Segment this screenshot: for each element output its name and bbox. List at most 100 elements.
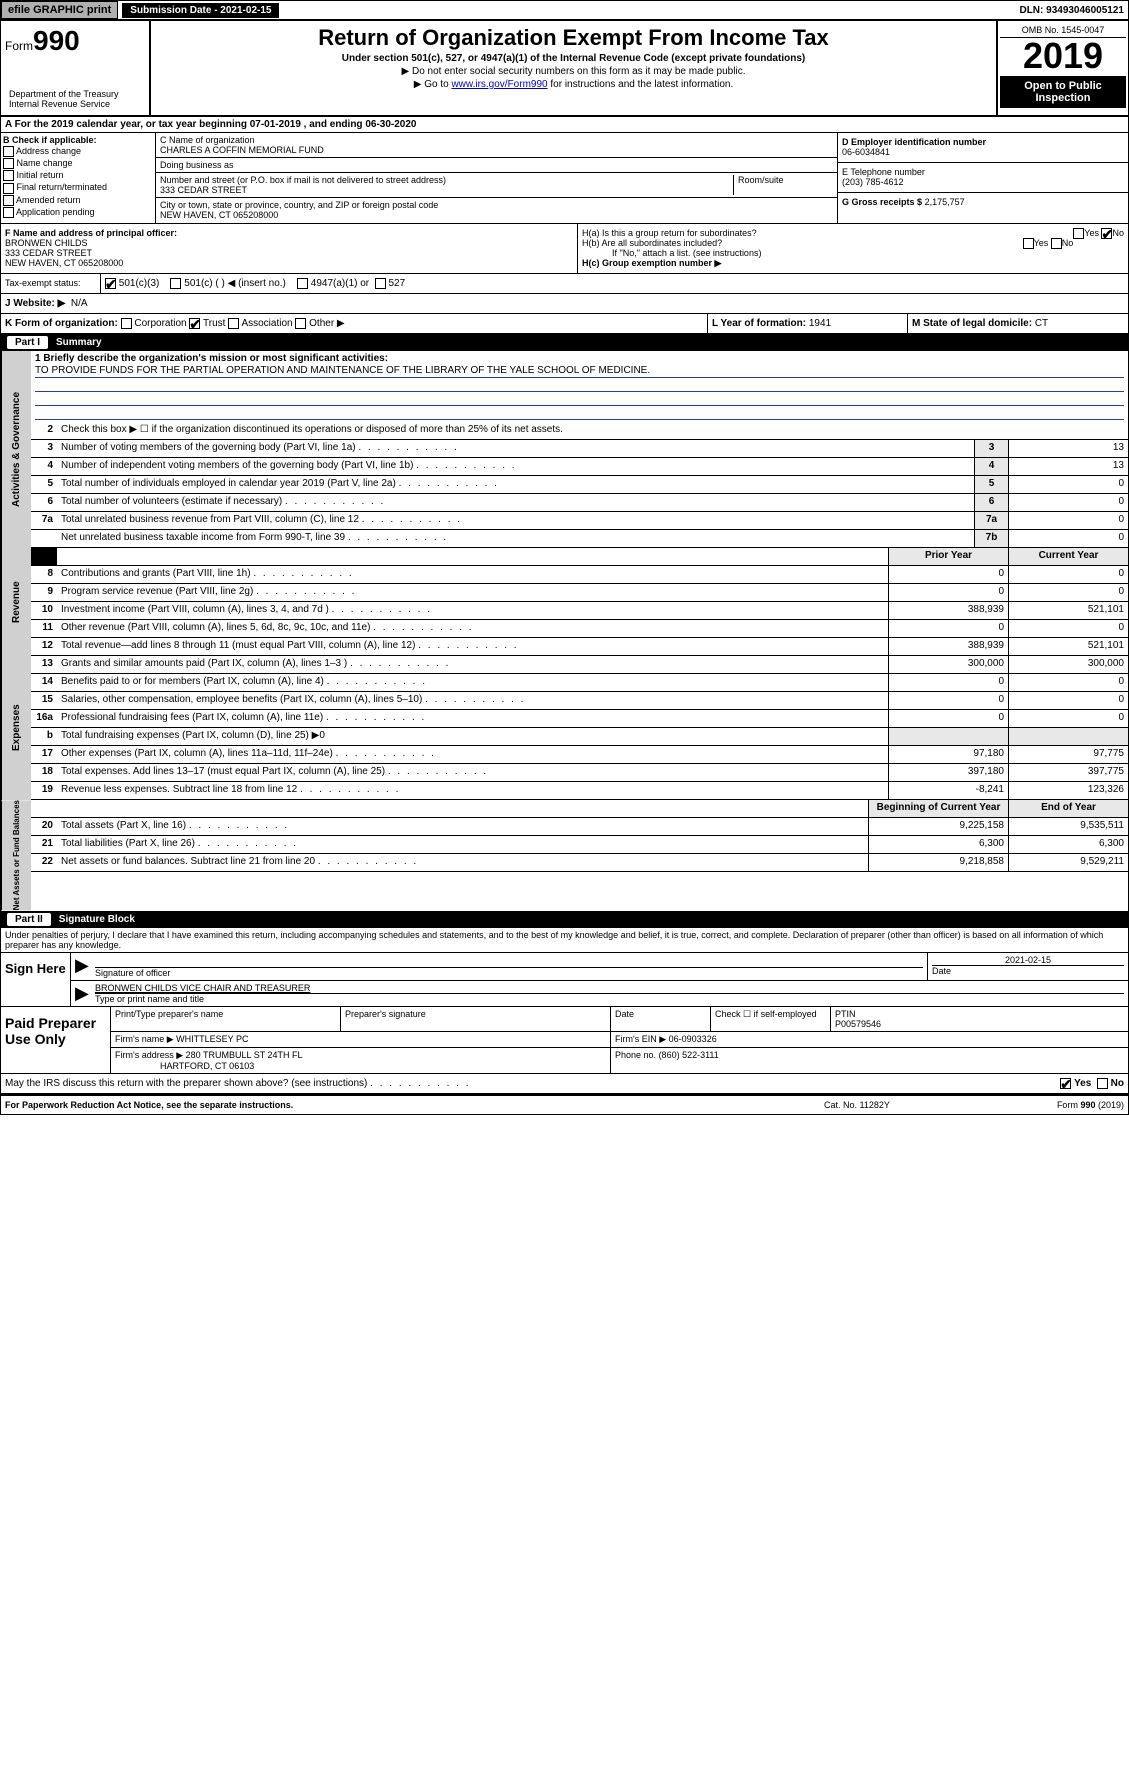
l-value: 1941 [809,318,831,329]
ptin-value: P00579546 [835,1019,881,1029]
opt-527: 527 [388,278,405,289]
opt-501c: 501(c) ( ) ◀ (insert no.) [184,278,286,289]
org-name-label: C Name of organization [160,135,833,145]
dept-treasury: Department of the Treasury Internal Reve… [5,87,145,111]
firm-addr2: HARTFORD, CT 06103 [160,1061,254,1071]
colb-checkbox[interactable] [3,170,14,181]
opt-4947: 4947(a)(1) or [311,278,369,289]
colb-checkbox-item: Name change [3,158,153,169]
part-2-header: Part II Signature Block [1,911,1128,928]
opt-assoc: Association [241,318,292,329]
ha-no-checkbox[interactable] [1101,228,1112,239]
other-checkbox[interactable] [295,318,306,329]
efile-print-button[interactable]: efile GRAPHIC print [1,1,118,19]
firm-addr-label: Firm's address ▶ [115,1050,183,1060]
addr-label: Number and street (or P.O. box if mail i… [160,175,733,185]
section-a: A For the 2019 calendar year, or tax yea… [1,115,1128,133]
4947-checkbox[interactable] [297,278,308,289]
opt-corp: Corporation [134,318,186,329]
expenses-section: Expenses 13Grants and similar amounts pa… [1,656,1128,800]
colb-checkbox[interactable] [3,195,14,206]
ha-yes-checkbox[interactable] [1073,228,1084,239]
sig-name: BRONWEN CHILDS VICE CHAIR AND TREASURER [95,983,1124,993]
instructions-link[interactable]: www.irs.gov/Form990 [451,79,547,90]
501c3-checkbox[interactable] [105,278,116,289]
hc-text: H(c) Group exemption number ▶ [582,258,721,268]
discuss-yes: Yes [1074,1078,1091,1089]
tax-exempt-label: Tax-exempt status: [1,274,101,293]
form-of-org: K Form of organization: Corporation Trus… [1,314,708,333]
part2-num: Part II [7,913,51,926]
summary-line: 3Number of voting members of the governi… [31,440,1128,458]
firm-addr1: 280 TRUMBULL ST 24TH FL [186,1050,303,1060]
page-footer: For Paperwork Reduction Act Notice, see … [1,1094,1128,1114]
footer-form: Form 990 (2019) [974,1100,1124,1110]
colb-checkbox[interactable] [3,158,14,169]
gross-value: 2,175,757 [925,197,965,207]
501c-checkbox[interactable] [170,278,181,289]
colb-checkbox[interactable] [3,183,14,194]
year-formation: L Year of formation: 1941 [708,314,908,333]
officer-addr2: NEW HAVEN, CT 065208000 [5,258,123,268]
527-checkbox[interactable] [375,278,386,289]
summary-line: 20Total assets (Part X, line 16) 9,225,1… [31,818,1128,836]
end-year-hdr: End of Year [1008,800,1128,817]
yes-label: Yes [1084,228,1099,238]
summary-line: 5Total number of individuals employed in… [31,476,1128,494]
summary-line: 6Total number of volunteers (estimate if… [31,494,1128,512]
footer-left: For Paperwork Reduction Act Notice, see … [5,1100,824,1110]
gross-label: G Gross receipts $ [842,197,922,207]
corp-checkbox[interactable] [121,318,132,329]
form-org-row: K Form of organization: Corporation Trus… [1,314,1128,334]
hb-yes-checkbox[interactable] [1023,238,1034,249]
governance-side-label: Activities & Governance [1,351,31,548]
begin-year-hdr: Beginning of Current Year [868,800,1008,817]
room-label: Room/suite [738,175,833,185]
col-c-org-info: C Name of organization CHARLES A COFFIN … [156,133,838,223]
l-label: L Year of formation: [712,318,806,329]
current-year-hdr: Current Year [1008,548,1128,565]
colb-checkbox-item: Final return/terminated [3,182,153,193]
revenue-side-label: Revenue [1,548,31,656]
col-header-row: b Prior Year Current Year [31,548,1128,566]
summary-line: 15Salaries, other compensation, employee… [31,692,1128,710]
assoc-checkbox[interactable] [228,318,239,329]
mission-line2 [35,378,1124,392]
website-value: N/A [71,298,88,309]
discuss-no-checkbox[interactable] [1097,1078,1108,1089]
col-b-header: B Check if applicable: [3,135,97,145]
hb-note: If "No," attach a list. (see instruction… [582,248,1124,258]
firm-name-label: Firm's name ▶ [115,1034,174,1044]
no-label2: No [1062,238,1074,248]
paid-preparer-section: Paid Preparer Use Only Print/Type prepar… [1,1007,1128,1074]
firm-phone-label: Phone no. [615,1050,656,1060]
colb-checkbox[interactable] [3,146,14,157]
sub3-post: for instructions and the latest informat… [548,79,734,90]
hb-no-checkbox[interactable] [1051,238,1062,249]
net-side-label: Net Assets or Fund Balances [1,800,31,910]
mission-line3 [35,392,1124,406]
k-label: K Form of organization: [5,318,118,329]
state-domicile: M State of legal domicile: CT [908,314,1128,333]
summary-line: 16aProfessional fundraising fees (Part I… [31,710,1128,728]
prep-sig-hdr: Preparer's signature [341,1007,611,1031]
phone-value: (203) 785-4612 [842,177,904,187]
mission-q: 1 Briefly describe the organization's mi… [35,353,388,364]
dept-line1: Department of the Treasury [9,89,141,99]
opt-501c3: 501(c)(3) [119,278,160,289]
firm-ein-label: Firm's EIN ▶ [615,1034,666,1044]
prep-self-emp: Check ☐ if self-employed [711,1007,831,1031]
colb-checkbox[interactable] [3,207,14,218]
discuss-row: May the IRS discuss this return with the… [1,1074,1128,1094]
sig-date-label: Date [932,965,1124,976]
discuss-yes-checkbox[interactable] [1060,1078,1071,1089]
form-number: 990 [33,25,80,56]
opt-other: Other ▶ [309,318,344,329]
tax-exempt-options: 501(c)(3) 501(c) ( ) ◀ (insert no.) 4947… [101,274,1128,293]
prep-name-hdr: Print/Type preparer's name [111,1007,341,1031]
trust-checkbox[interactable] [189,318,200,329]
summary-line: 10Investment income (Part VIII, column (… [31,602,1128,620]
prior-year-hdr: Prior Year [888,548,1008,565]
no-label: No [1112,228,1124,238]
sub3-pre: ▶ Go to [414,79,452,90]
